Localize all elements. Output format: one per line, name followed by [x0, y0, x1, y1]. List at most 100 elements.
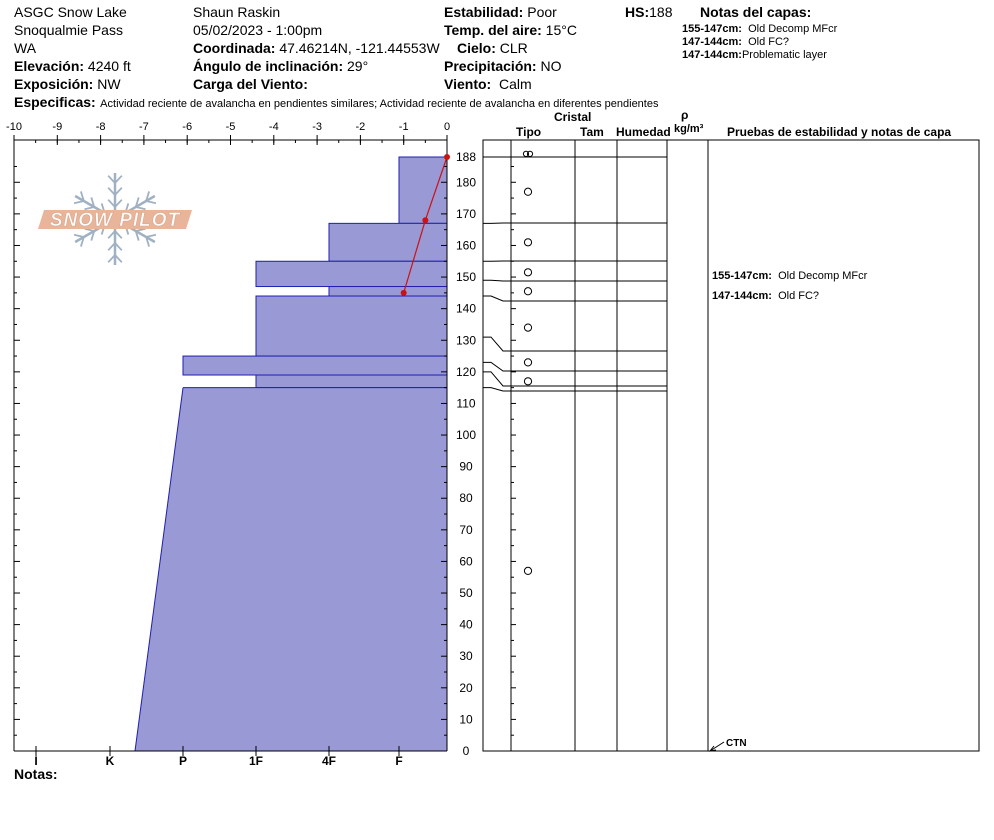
snowflake-branch: [114, 187, 123, 196]
layer-connector: [483, 361, 511, 372]
airtemp-label: Temp. del aire:: [444, 22, 542, 38]
hs-label: HS:: [625, 4, 650, 20]
hardness-tick-label: K: [106, 754, 115, 768]
elevation-label: Elevación:: [14, 58, 85, 74]
wind-label: Viento:: [444, 76, 492, 92]
windload-row: Carga del Viento:: [193, 77, 308, 91]
hardness-tick-label: 1F: [249, 754, 263, 768]
airtemp-value: 15°C: [545, 22, 577, 38]
logo-banner: [38, 210, 192, 229]
side-note-range: 147-144cm:: [712, 290, 772, 302]
windload-label: Carga del Viento:: [193, 76, 308, 92]
layer-note-range: 147-144cm:: [682, 36, 742, 48]
location: ASGC Snow Lake: [14, 4, 127, 20]
layer-note-1: 155-147cm: Old Decomp MFcr: [682, 24, 837, 35]
rounded-grain-icon: [523, 238, 533, 247]
slope-row: Ángulo de inclinación: 29°: [193, 59, 368, 73]
side-note-1: 155-147cm: Old Decomp MFcr: [712, 271, 867, 282]
snowflake-branch: [107, 175, 116, 184]
temp-tick-label: -4: [269, 121, 279, 133]
wind-row: Viento: Calm: [444, 77, 532, 91]
depth-tick-label: 160: [456, 238, 476, 252]
sky-row: Cielo: CLR: [457, 41, 528, 55]
layer-connector: [483, 387, 511, 392]
logo-text: SNOW PILOT: [50, 210, 181, 231]
rounded-grain-icon: [523, 287, 533, 296]
depth-tick-label: 188: [456, 150, 476, 164]
wind-value: Calm: [498, 76, 532, 92]
col-header-tipo: Tipo: [516, 125, 542, 139]
chart-axes: -10 -9 -8 -7 -6 -5 -4 -3 -2 -1 0010203040506070809…: [6, 121, 476, 768]
depth-tick-label: 60: [459, 554, 473, 568]
hardness-layer: [255, 260, 448, 288]
layer-note-text: Problematic layer: [741, 49, 827, 61]
side-note-text: Old FC?: [778, 290, 820, 302]
depth-tick-label: 140: [456, 302, 476, 316]
temperature-profile: [400, 154, 450, 296]
sky-label: Cielo:: [457, 40, 496, 56]
temp-tick-label: -8: [96, 121, 106, 133]
coord-label: Coordinada:: [193, 40, 276, 56]
side-note-text: Old Decomp MFcr: [778, 270, 868, 282]
snowflake-branch: [114, 175, 123, 184]
temperature-point: [422, 217, 429, 224]
snowflake-branch: [84, 227, 95, 232]
layer-note-range: 155-147cm:: [682, 23, 742, 35]
depth-tick-label: 0: [463, 744, 470, 758]
col-header-humedad: Humedad: [616, 125, 671, 139]
hardness-tick-label: P: [179, 754, 187, 768]
snowflake-branch: [145, 236, 150, 247]
temp-tick-label: -5: [226, 121, 236, 133]
snowflake-branch: [107, 242, 116, 251]
hardness-tick-label: 4F: [322, 754, 336, 768]
snowflake-branch: [134, 230, 140, 241]
rounded-grain-icon: [523, 566, 533, 576]
col-header-cristal: Cristal: [554, 110, 592, 124]
aspect-value: NW: [97, 76, 121, 92]
stability-value: Poor: [527, 4, 557, 20]
snowflake-branch: [107, 187, 116, 196]
test-label: CTN: [726, 738, 747, 749]
temp-tick-label: -3: [312, 121, 322, 133]
precip-value: NO: [540, 58, 562, 74]
slope-label: Ángulo de inclinación:: [193, 58, 344, 74]
layer-table: [482, 139, 980, 752]
precip-label: Precipitación:: [444, 58, 537, 74]
snowflake-branch: [145, 200, 157, 205]
snowflake-branch: [135, 227, 146, 232]
temp-tick-label: -9: [52, 121, 62, 133]
rounded-grain-icon: [523, 358, 533, 367]
hardness-layer: [328, 222, 448, 262]
snowflake-branch: [90, 197, 96, 208]
area: Snoqualmie Pass: [14, 22, 123, 38]
layer-connector: [483, 295, 511, 302]
snowflake-branch: [84, 206, 95, 211]
crystal-symbols: [522, 150, 534, 576]
notes-label: Notas:: [14, 766, 58, 782]
snowflake-branch: [114, 242, 123, 251]
stability-row: Estabilidad: Poor: [444, 5, 557, 19]
stability-label: Estabilidad:: [444, 4, 524, 20]
col-header-tam: Tam: [580, 125, 604, 139]
rounded-grain-icon: [523, 377, 533, 386]
depth-tick-label: 20: [459, 681, 473, 695]
sky-value: CLR: [499, 40, 528, 56]
elevation-value: 4240 ft: [87, 58, 131, 74]
layer-connector: [483, 336, 511, 352]
coord-row: Coordinada: 47.46214N, -121.44553W: [193, 41, 440, 55]
test-arrow: [709, 741, 725, 752]
side-note-2: 147-144cm: Old FC?: [712, 291, 819, 302]
hardness-layer: [135, 387, 447, 751]
specifics-value: Actividad reciente de avalancha en pendi…: [100, 98, 659, 110]
temp-tick-label: 0: [444, 121, 450, 133]
snowflake-branch: [135, 206, 146, 211]
depth-tick-label: 80: [459, 491, 473, 505]
layer-connector: [483, 279, 511, 282]
depth-tick-label: 90: [459, 460, 473, 474]
stability-tests: CTN: [708, 738, 747, 752]
layer-note-text: Old FC?: [748, 36, 790, 48]
rounded-grain-icon: [523, 187, 533, 196]
temperature-point: [400, 289, 407, 296]
snowflake-branch: [145, 233, 157, 238]
